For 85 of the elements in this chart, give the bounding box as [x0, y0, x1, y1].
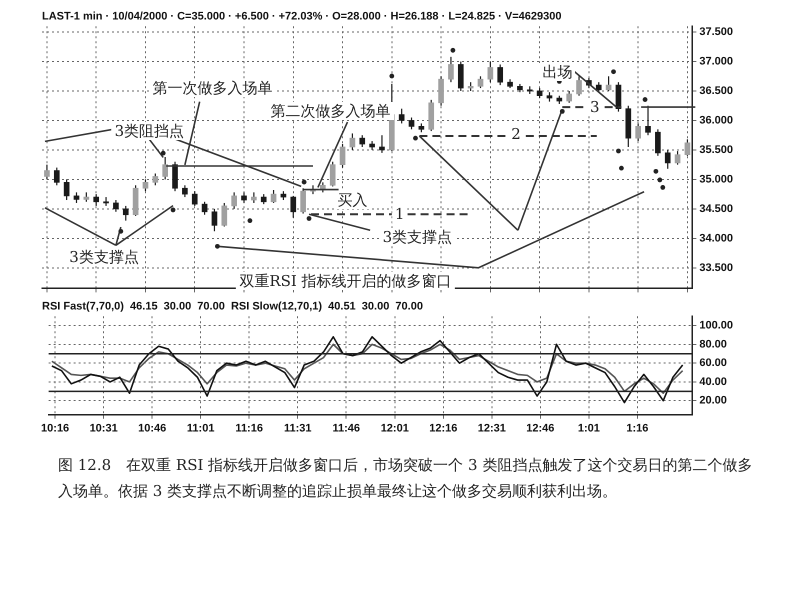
chart-title: RSI Fast(7,70,0) 46.15 30.00 70.00 RSI Slow(12,70,1) 40.51 30.00 70.00: [42, 300, 423, 313]
annotation: 3类阻挡点: [112, 122, 188, 140]
caption: 图 12.8 在双重 RSI 指标线开启做多窗口后，市场突破一个 3 类阻挡点触发了这个交易日的第二个做多入场单。依据 3 类支撑点不断调整的追踪止损单最终让这个做多交易顺利获利出场。: [58, 455, 754, 502]
candlestick: [606, 76, 612, 92]
annotation: 3类支撑点: [66, 248, 142, 266]
x-tick-label: 12:31: [478, 422, 506, 434]
y-tick-label: 36.500: [699, 85, 734, 98]
x-tick-label: 12:16: [429, 422, 458, 434]
y-tick-label: 35.000: [699, 173, 734, 186]
y-tick-label: 60.00: [699, 357, 727, 370]
candlestick: [398, 108, 404, 124]
annotation: 3类支撑点: [380, 228, 456, 246]
y-tick-label: 35.500: [699, 144, 734, 156]
candlestick: [241, 192, 247, 204]
candlestick: [408, 116, 414, 130]
candlestick: [359, 134, 366, 148]
candlestick: [300, 188, 306, 214]
candlestick: [448, 56, 454, 83]
candlestick: [113, 199, 119, 212]
candlestick: [674, 150, 680, 166]
annotation: 2: [508, 124, 524, 143]
annotation: 第二次做多入场单: [268, 102, 394, 120]
x-tick-label: 10:46: [138, 422, 166, 434]
candlestick: [142, 178, 148, 192]
y-tick-label: 33.500: [699, 262, 734, 274]
candlestick: [192, 190, 198, 207]
annotation: 出场: [539, 62, 576, 81]
x-tick-label: 11:31: [284, 422, 312, 434]
candlestick: [330, 161, 336, 188]
candlestick: [664, 149, 671, 170]
candlestick: [340, 143, 346, 168]
candlestick: [74, 192, 80, 204]
candlestick: [44, 164, 50, 180]
x-tick-label: 10:16: [41, 422, 70, 434]
candlestick: [655, 128, 661, 156]
candlestick: [231, 192, 237, 210]
x-tick-label: 10:31: [90, 422, 118, 434]
candlestick: [122, 205, 129, 222]
annotation: 双重RSI 指标线开启的做多窗口: [236, 272, 455, 290]
x-tick-label: 11:16: [235, 422, 263, 434]
candlestick: [645, 105, 651, 136]
y-tick-label: 40.00: [699, 376, 727, 388]
candlestick: [379, 134, 385, 154]
candlestick: [478, 76, 484, 89]
candlestick: [546, 92, 552, 102]
candlestick: [182, 184, 188, 198]
candlestick: [497, 64, 504, 86]
y-tick-label: 37.500: [699, 26, 734, 38]
candlestick: [350, 132, 356, 151]
x-tick-label: 1:01: [578, 422, 600, 434]
x-tick-label: 12:01: [380, 422, 409, 434]
annotation: 买入: [334, 191, 370, 210]
x-tick-label: 12:46: [526, 422, 554, 434]
candlestick: [54, 167, 60, 186]
candlestick: [212, 208, 218, 232]
candlestick: [635, 122, 641, 142]
candlestick: [93, 194, 100, 207]
candlestick: [221, 202, 228, 228]
candlestick: [84, 192, 90, 202]
candlestick: [202, 201, 208, 216]
y-tick-label: 34.500: [699, 202, 734, 215]
y-tick-label: 34.000: [699, 232, 734, 244]
chart-title: LAST-1 min · 10/04/2000 · C=35.000 · +6.500 · +72.03% · O=28.000 · H=26.188 · L=24.825 · V=4629300: [42, 10, 562, 23]
y-tick-label: 100.00: [699, 320, 734, 332]
candlestick: [64, 178, 70, 201]
candlestick: [260, 194, 267, 205]
x-tick-label: 11:46: [332, 422, 360, 434]
y-tick-label: 20.00: [699, 394, 727, 407]
y-tick-label: 80.00: [699, 338, 727, 350]
annotation: 1: [392, 205, 408, 224]
x-tick-label: 1:16: [626, 422, 648, 434]
annotation: 第一次做多入场单: [149, 78, 276, 97]
candlestick: [566, 90, 572, 104]
candlestick: [162, 156, 168, 180]
candlestick: [488, 60, 494, 83]
candlestick: [251, 192, 257, 204]
candlestick: [270, 189, 276, 204]
annotation: 3: [587, 98, 603, 116]
candlestick: [290, 195, 296, 218]
y-tick-label: 37.000: [699, 56, 734, 68]
candlestick: [152, 172, 158, 186]
y-tick-label: 36.000: [699, 114, 734, 127]
candlestick: [536, 87, 542, 99]
candlestick: [576, 76, 582, 96]
x-tick-label: 11:01: [186, 422, 214, 434]
